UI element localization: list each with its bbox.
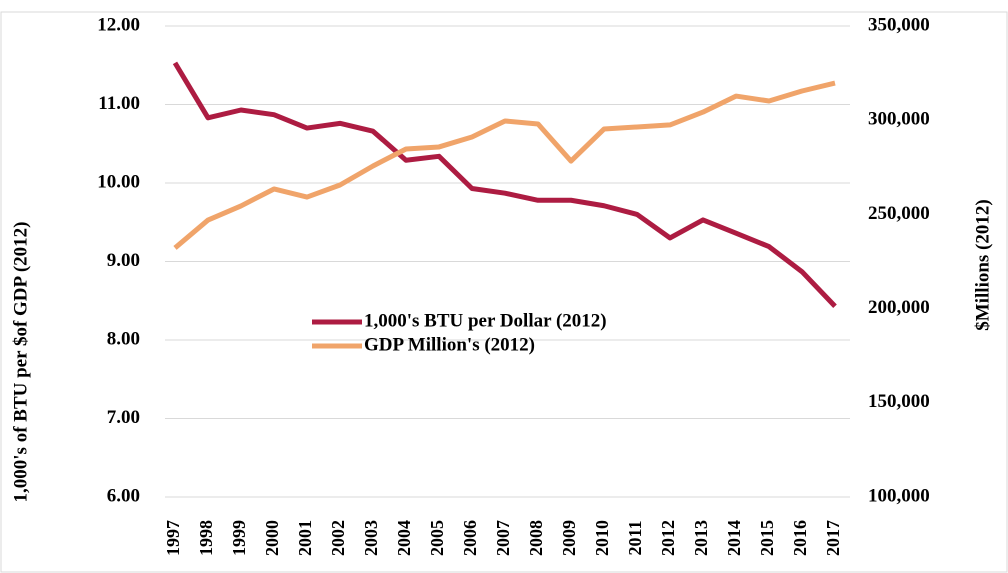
legend-label: GDP Million's (2012) — [364, 334, 535, 355]
x-tick-label: 1997 — [163, 520, 183, 556]
chart-frame — [0, 11, 1008, 573]
x-tick-label: 2012 — [658, 520, 678, 556]
y-tick-label: 8.00 — [107, 328, 140, 349]
x-tick-label: 2010 — [592, 520, 612, 556]
y-tick-label: 10.00 — [97, 171, 140, 192]
x-tick-label: 2014 — [724, 520, 744, 556]
y-tick-label: 7.00 — [107, 407, 140, 428]
x-tick-label: 2005 — [427, 520, 447, 556]
x-tick-label: 2011 — [625, 520, 645, 555]
x-tick-label: 2003 — [361, 520, 381, 556]
series-line — [173, 80, 836, 250]
x-tick-label: 2016 — [790, 520, 810, 556]
x-tick-label: 1999 — [229, 520, 249, 556]
y-tick-label: 12.00 — [97, 14, 140, 35]
y2-tick-label: 100,000 — [868, 485, 930, 506]
y2-tick-label: 250,000 — [868, 203, 930, 224]
x-tick-label: 2004 — [394, 520, 414, 556]
y2-tick-label: 150,000 — [868, 391, 930, 412]
legend-label: 1,000's BTU per Dollar (2012) — [364, 310, 607, 331]
x-tick-label: 2015 — [757, 520, 777, 556]
y2-tick-label: 350,000 — [868, 14, 930, 35]
x-tick-label: 2001 — [295, 520, 315, 556]
series-line — [172, 61, 837, 308]
x-tick-label: 1998 — [196, 520, 216, 556]
x-tick-label: 2017 — [823, 520, 843, 556]
x-tick-label: 2006 — [460, 520, 480, 556]
x-tick-label: 2007 — [493, 520, 513, 556]
y-axis-title: 1,000's of BTU per $of GDP (2012) — [10, 222, 31, 503]
y2-axis-title: $Millions (2012) — [972, 199, 993, 330]
x-tick-label: 2002 — [328, 520, 348, 556]
x-tick-label: 2009 — [559, 520, 579, 556]
y-tick-label: 11.00 — [98, 93, 140, 114]
x-tick-label: 2000 — [262, 520, 282, 556]
x-tick-label: 2008 — [526, 520, 546, 556]
y-tick-label: 6.00 — [107, 485, 140, 506]
y2-tick-label: 200,000 — [868, 297, 930, 318]
y2-tick-label: 300,000 — [868, 109, 930, 130]
x-tick-label: 2013 — [691, 520, 711, 556]
y-tick-label: 9.00 — [107, 250, 140, 271]
